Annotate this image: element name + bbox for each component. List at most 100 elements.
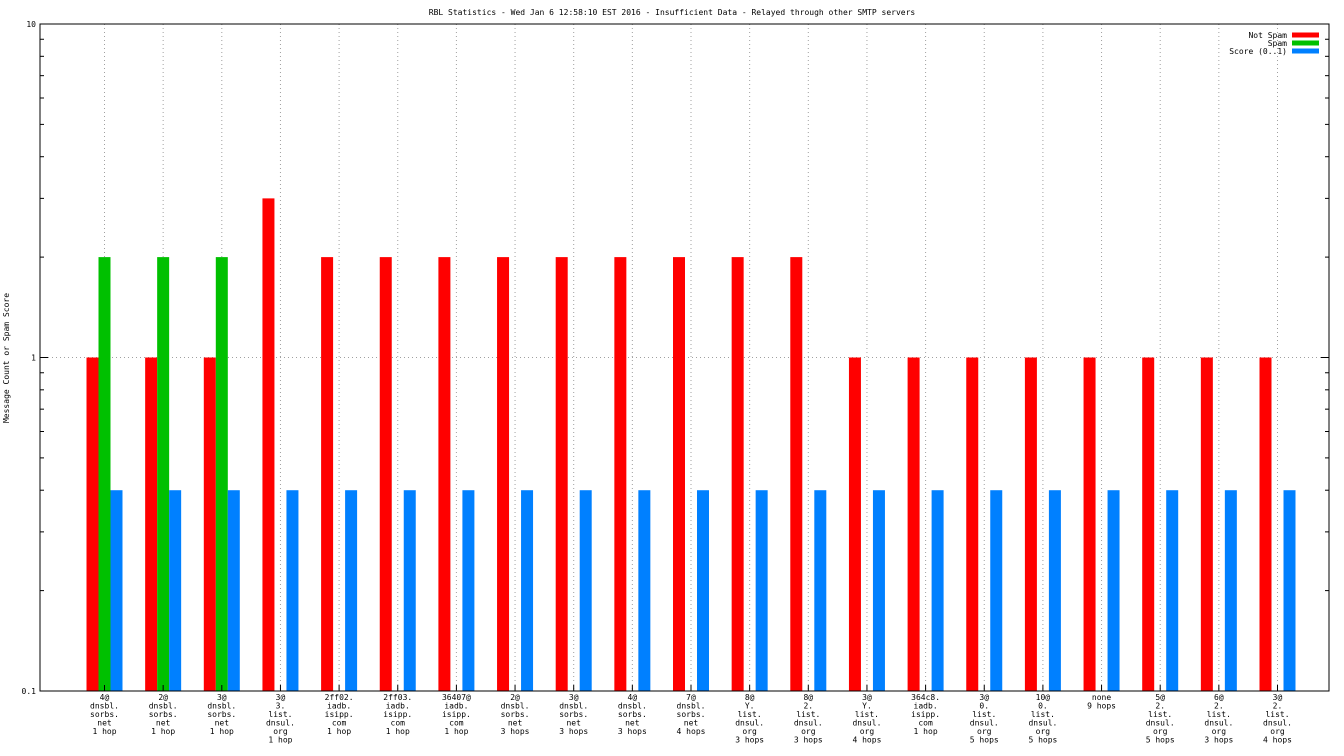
x-tick-label-line: 1 hop	[92, 727, 116, 736]
x-tick-label-line: com	[449, 719, 464, 728]
x-tick-label-line: 0.	[979, 702, 989, 711]
x-tick-label-line: dnsbl.	[677, 702, 706, 711]
x-tick-label-line: list.	[972, 710, 996, 719]
x-tick-label: 3@ Y. list. dnsul. org 4 hops	[852, 693, 881, 745]
x-tick-label-line: 3@	[979, 693, 989, 702]
x-tick-label-line: 2ff02.	[325, 693, 354, 702]
x-tick-label-line: sorbs.	[618, 710, 647, 719]
x-tick-label-line: list.	[1031, 710, 1055, 719]
x-tick-label-line: 10@	[1036, 693, 1051, 702]
x-tick-label-line: isipp.	[383, 710, 412, 719]
x-tick-label-line: dnsbl.	[149, 702, 178, 711]
x-tick-label: 10@ 0. list. dnsul. org 5 hops	[1028, 693, 1057, 745]
bar-not-spam	[614, 257, 627, 691]
x-tick-label: 2ff03. iadb. isipp. com 1 hop	[383, 693, 412, 736]
bar-not-spam	[438, 257, 451, 691]
bar-not-spam	[555, 257, 568, 691]
bar-score-0-1	[1048, 490, 1061, 691]
x-tick-label-line: 4 hops	[677, 727, 706, 736]
x-tick-label: 3@ 3. list. dnsul. org 1 hop	[266, 693, 295, 745]
x-tick-label-line: none	[1092, 693, 1111, 702]
x-tick-label-line: 5@	[1155, 693, 1165, 702]
x-tick-label-line: sorbs.	[677, 710, 706, 719]
x-tick-label-line: net	[625, 719, 640, 728]
x-tick-label: 8@ 2. list. dnsul. org 3 hops	[794, 693, 823, 745]
bar-not-spam	[145, 357, 158, 691]
x-tick-label: 3@ dnsbl. sorbs. net 1 hop	[207, 693, 236, 736]
x-tick-label-line: org	[742, 727, 757, 736]
x-tick-label-line: 1 hop	[914, 727, 938, 736]
bar-spam	[157, 257, 170, 691]
x-tick-label-line: list.	[738, 710, 762, 719]
x-tick-label-line: org	[1153, 727, 1168, 736]
x-tick-label-line: org	[1212, 727, 1227, 736]
x-tick-label: 2ff02. iadb. isipp. com 1 hop	[325, 693, 354, 736]
x-tick-label-line: 1 hop	[327, 727, 351, 736]
bar-not-spam	[379, 257, 392, 691]
bar-not-spam	[1083, 357, 1096, 691]
chart-title: RBL Statistics - Wed Jan 6 12:58:10 EST …	[429, 8, 916, 17]
x-tick-label: 364c8. iadb. isipp. com 1 hop	[911, 693, 940, 736]
x-tick-label-line: 3 hops	[559, 727, 588, 736]
x-tick-label-line: dnsul.	[1263, 719, 1292, 728]
bar-score-0-1	[638, 490, 651, 691]
x-tick-label-line: list.	[796, 710, 820, 719]
x-tick-label-line: list.	[268, 710, 292, 719]
x-tick-label-line: dnsbl.	[559, 702, 588, 711]
x-tick-label-line: org	[860, 727, 875, 736]
bar-score-0-1	[286, 490, 299, 691]
bar-not-spam	[907, 357, 920, 691]
bars	[86, 198, 1296, 691]
x-tick-label-line: dnsbl.	[618, 702, 647, 711]
x-tick-label-line: sorbs.	[559, 710, 588, 719]
x-tick-label-line: dnsul.	[1146, 719, 1175, 728]
x-tick-label-line: org	[273, 727, 288, 736]
x-tick-label-line: 5 hops	[1146, 736, 1175, 745]
x-tick-label-line: 8@	[745, 693, 755, 702]
x-tick-label-line: dnsul.	[1204, 719, 1233, 728]
x-tick-label-line: 4@	[628, 693, 638, 702]
x-tick-label-line: 3 hops	[735, 736, 764, 745]
x-tick-label-line: sorbs.	[90, 710, 119, 719]
x-tick-label-line: org	[977, 727, 992, 736]
x-tick-label-line: 36407@	[442, 693, 471, 702]
x-tick-label-line: 2.	[1155, 702, 1165, 711]
x-tick-label: 6@ 2. list. dnsul. org 3 hops	[1204, 693, 1233, 745]
x-tick-label-line: list.	[1207, 710, 1231, 719]
y-tick-label: 0.1	[22, 687, 37, 696]
x-tick-label-line: 364c8.	[911, 693, 940, 702]
bar-not-spam	[790, 257, 803, 691]
x-tick-label: 36407@ iadb. isipp. com 1 hop	[442, 693, 471, 736]
bar-spam	[215, 257, 228, 691]
x-tick-label-line: 7@	[686, 693, 696, 702]
legend-label: Spam	[1268, 39, 1287, 48]
x-tick-label: 7@ dnsbl. sorbs. net 4 hops	[677, 693, 706, 736]
legend-label: Not Spam	[1248, 31, 1287, 40]
x-tick-label-line: Y.	[862, 702, 872, 711]
x-tick-label-line: net	[566, 719, 581, 728]
x-tick-label-line: 3@	[217, 693, 227, 702]
y-axis-label: Message Count or Spam Score	[2, 293, 11, 423]
bar-not-spam	[848, 357, 861, 691]
x-tick-label-line: 3.	[276, 702, 286, 711]
bar-score-0-1	[579, 490, 592, 691]
x-tick-label: 3@ dnsbl. sorbs. net 3 hops	[559, 693, 588, 736]
x-tick-label-line: 5 hops	[970, 736, 999, 745]
x-tick-label-line: 1 hop	[151, 727, 175, 736]
x-tick-label: 4@ dnsbl. sorbs. net 3 hops	[618, 693, 647, 736]
x-tick-label-line: com	[918, 719, 933, 728]
bar-not-spam	[1142, 357, 1155, 691]
bar-not-spam	[86, 357, 99, 691]
bar-not-spam	[1200, 357, 1213, 691]
x-tick-label-line: 3 hops	[794, 736, 823, 745]
x-tick-label-line: net	[97, 719, 112, 728]
x-tick-label-line: isipp.	[442, 710, 471, 719]
x-tick-label-line: sorbs.	[207, 710, 236, 719]
x-tick-label-line: 3@	[569, 693, 579, 702]
x-tick-label-line: iadb.	[914, 702, 938, 711]
x-tick-label-line: 2ff03.	[383, 693, 412, 702]
bar-not-spam	[203, 357, 216, 691]
x-tick-label-line: iadb.	[327, 702, 351, 711]
bar-not-spam	[1024, 357, 1037, 691]
